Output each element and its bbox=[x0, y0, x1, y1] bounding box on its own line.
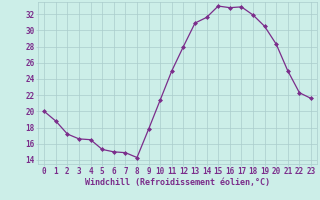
X-axis label: Windchill (Refroidissement éolien,°C): Windchill (Refroidissement éolien,°C) bbox=[85, 178, 270, 187]
